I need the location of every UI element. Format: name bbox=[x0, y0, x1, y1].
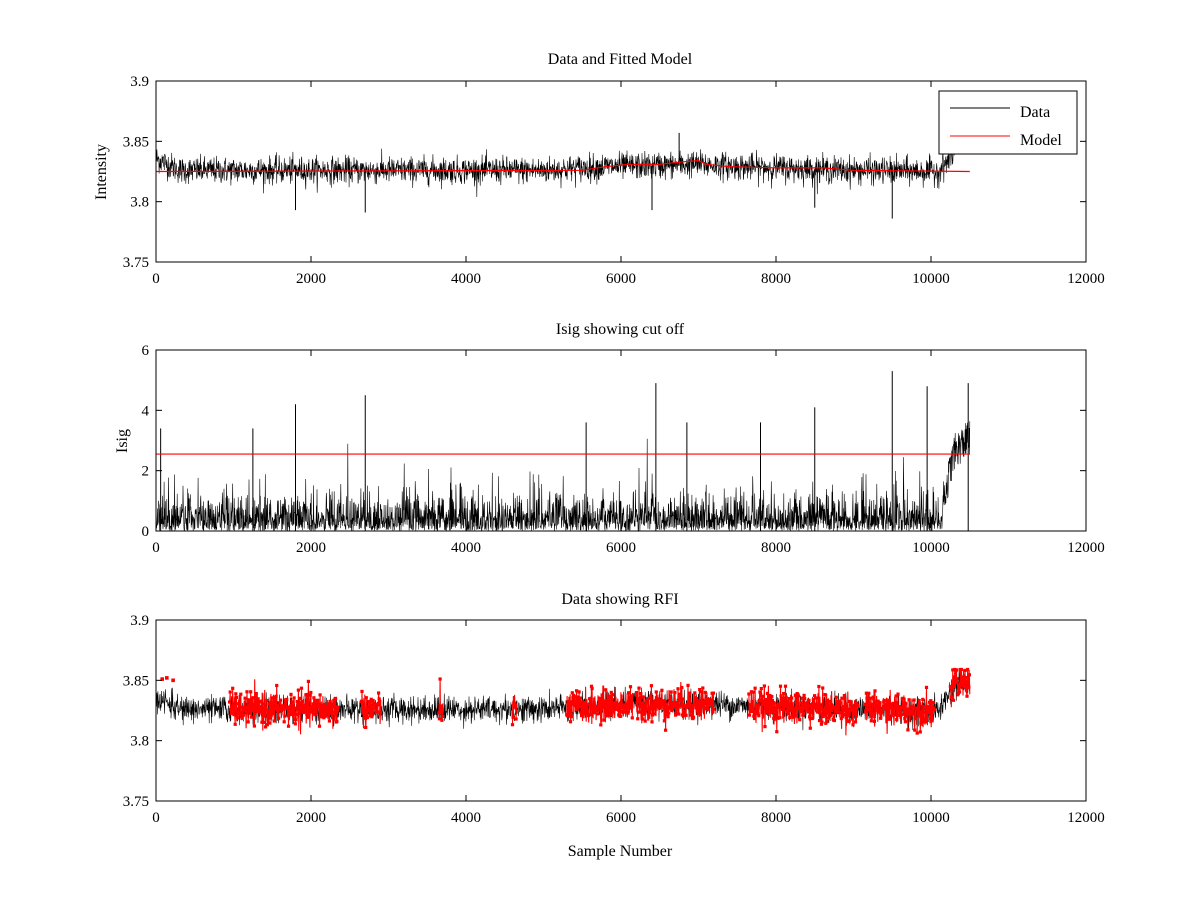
x-tick-label: 2000 bbox=[296, 540, 326, 556]
x-tick-label: 0 bbox=[152, 540, 160, 556]
rfi-marker bbox=[863, 702, 867, 706]
x-tick-label: 8000 bbox=[761, 810, 791, 826]
rfi-segment bbox=[948, 667, 971, 708]
panel2-y-ticks: 0 2 4 6 bbox=[142, 343, 1086, 540]
panel3-plot-area bbox=[155, 667, 971, 736]
y-tick-label: 3.9 bbox=[130, 74, 149, 90]
y-tick-label: 3.85 bbox=[123, 673, 149, 689]
y-tick-label: 3.75 bbox=[123, 794, 149, 810]
x-tick-label: 8000 bbox=[761, 271, 791, 287]
panel3-x-label: Sample Number bbox=[568, 843, 673, 860]
y-tick-label: 3.9 bbox=[130, 613, 149, 629]
rfi-segment bbox=[228, 679, 340, 735]
x-tick-label: 6000 bbox=[606, 540, 636, 556]
rfi-line bbox=[438, 678, 444, 721]
x-tick-label: 6000 bbox=[606, 271, 636, 287]
panel1-x-ticks: 0 2000 4000 6000 8000 10000 12000 bbox=[152, 81, 1105, 287]
panel-rfi: Data showing RFI 0 2000 4000 6000 8000 10000 1… bbox=[123, 591, 1105, 860]
x-tick-label: 0 bbox=[152, 271, 160, 287]
rfi-line bbox=[748, 685, 858, 736]
rfi-segment bbox=[565, 684, 634, 727]
rfi-segment bbox=[863, 685, 937, 735]
legend-data-label: Data bbox=[1020, 104, 1050, 121]
rfi-marker bbox=[171, 678, 175, 683]
panel3-y-ticks: 3.75 3.8 3.85 3.9 bbox=[123, 613, 1086, 810]
y-tick-label: 2 bbox=[142, 464, 150, 480]
x-tick-label: 10000 bbox=[912, 810, 950, 826]
legend-model-label: Model bbox=[1020, 132, 1062, 149]
rfi-segment bbox=[437, 677, 445, 722]
rfi-segment bbox=[510, 694, 518, 727]
y-tick-label: 4 bbox=[142, 403, 150, 419]
y-tick-label: 3.75 bbox=[123, 255, 149, 271]
rfi-line bbox=[511, 694, 517, 725]
rfi-line bbox=[635, 681, 715, 731]
series-model-line bbox=[155, 159, 970, 173]
panel-isig: Isig showing cut off 0 2000 4000 6000 8000 10… bbox=[114, 321, 1105, 556]
rfi-segment bbox=[634, 681, 716, 732]
panel1-plot-area bbox=[155, 132, 970, 219]
rfi-line bbox=[229, 679, 339, 735]
x-tick-label: 6000 bbox=[606, 810, 636, 826]
panel-data-and-model: Data and Fitted Model 0 2000 4000 6000 8000 1… bbox=[93, 51, 1105, 287]
y-tick-label: 3.85 bbox=[123, 134, 149, 150]
x-tick-label: 0 bbox=[152, 810, 160, 826]
panel2-title: Isig showing cut off bbox=[556, 321, 685, 338]
rfi-line bbox=[360, 691, 382, 729]
x-tick-label: 8000 bbox=[761, 540, 791, 556]
panel2-x-ticks: 0 2000 4000 6000 8000 10000 12000 bbox=[152, 350, 1105, 556]
y-tick-label: 6 bbox=[142, 343, 150, 359]
rfi-marker bbox=[165, 676, 169, 680]
panel1-title: Data and Fitted Model bbox=[548, 51, 693, 68]
panel1-y-label: Intensity bbox=[93, 144, 110, 200]
x-tick-label: 2000 bbox=[296, 271, 326, 287]
panel3-title: Data showing RFI bbox=[561, 591, 678, 608]
panel2-y-label: Isig bbox=[114, 429, 131, 453]
x-tick-label: 12000 bbox=[1067, 540, 1105, 556]
x-tick-label: 4000 bbox=[451, 540, 481, 556]
y-tick-label: 0 bbox=[142, 524, 150, 540]
x-tick-label: 10000 bbox=[912, 540, 950, 556]
x-tick-label: 12000 bbox=[1067, 810, 1105, 826]
x-tick-label: 10000 bbox=[912, 271, 950, 287]
rfi-marker bbox=[160, 677, 164, 681]
panel1-legend: Data Model bbox=[938, 90, 1078, 155]
legend-box bbox=[938, 90, 1078, 155]
y-tick-label: 3.8 bbox=[130, 734, 149, 750]
rfi-marker bbox=[336, 705, 340, 709]
rfi-segment bbox=[359, 689, 382, 729]
x-tick-label: 4000 bbox=[451, 810, 481, 826]
y-tick-label: 3.8 bbox=[130, 195, 149, 211]
panel2-plot-area bbox=[155, 371, 971, 533]
rfi-segment bbox=[747, 684, 859, 736]
panel1-y-ticks: 3.75 3.8 3.85 3.9 bbox=[123, 74, 1086, 271]
x-tick-label: 12000 bbox=[1067, 271, 1105, 287]
panel3-x-ticks: 0 2000 4000 6000 8000 10000 12000 bbox=[152, 620, 1105, 826]
series-isig-line bbox=[155, 421, 971, 533]
x-tick-label: 4000 bbox=[451, 271, 481, 287]
x-tick-label: 2000 bbox=[296, 810, 326, 826]
rfi-line bbox=[566, 685, 634, 725]
rfi-line bbox=[949, 669, 971, 708]
rfi-line bbox=[864, 687, 936, 734]
